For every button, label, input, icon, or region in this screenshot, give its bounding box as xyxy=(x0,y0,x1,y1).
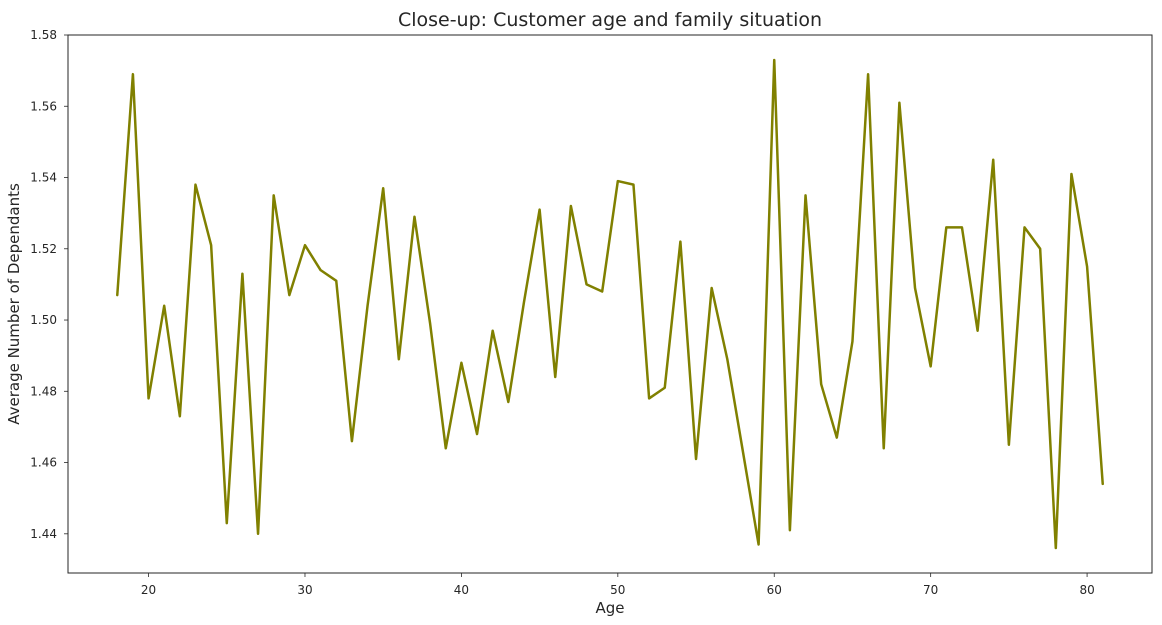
chart-title: Close-up: Customer age and family situat… xyxy=(398,9,822,31)
x-tick-label: 50 xyxy=(610,583,625,597)
y-tick-label: 1.44 xyxy=(30,527,57,541)
y-tick-label: 1.48 xyxy=(30,384,57,398)
plot-frame xyxy=(67,34,1153,574)
y-tick-label: 1.58 xyxy=(30,28,57,42)
x-tick-label: 80 xyxy=(1079,583,1094,597)
plot-area xyxy=(116,58,1104,550)
x-tick-label: 40 xyxy=(454,583,469,597)
y-tick-label: 1.54 xyxy=(30,171,57,185)
y-axis-title: Average Number of Dependants xyxy=(5,183,23,425)
y-tick-label: 1.50 xyxy=(30,313,57,327)
x-tick-label: 20 xyxy=(141,583,156,597)
x-tick-label: 30 xyxy=(297,583,312,597)
y-tick-label: 1.46 xyxy=(30,456,57,470)
x-tick-label: 70 xyxy=(923,583,938,597)
series-line xyxy=(116,58,1104,550)
x-tick-label: 60 xyxy=(767,583,782,597)
y-tick-label: 1.56 xyxy=(30,99,57,113)
x-axis: 20 30 40 50 60 70 80 xyxy=(141,573,1095,597)
y-axis: 1.44 1.46 1.48 1.50 1.52 1.54 1.56 1.58 xyxy=(30,28,68,541)
x-axis-title: Age xyxy=(595,599,624,617)
y-tick-label: 1.52 xyxy=(30,242,57,256)
